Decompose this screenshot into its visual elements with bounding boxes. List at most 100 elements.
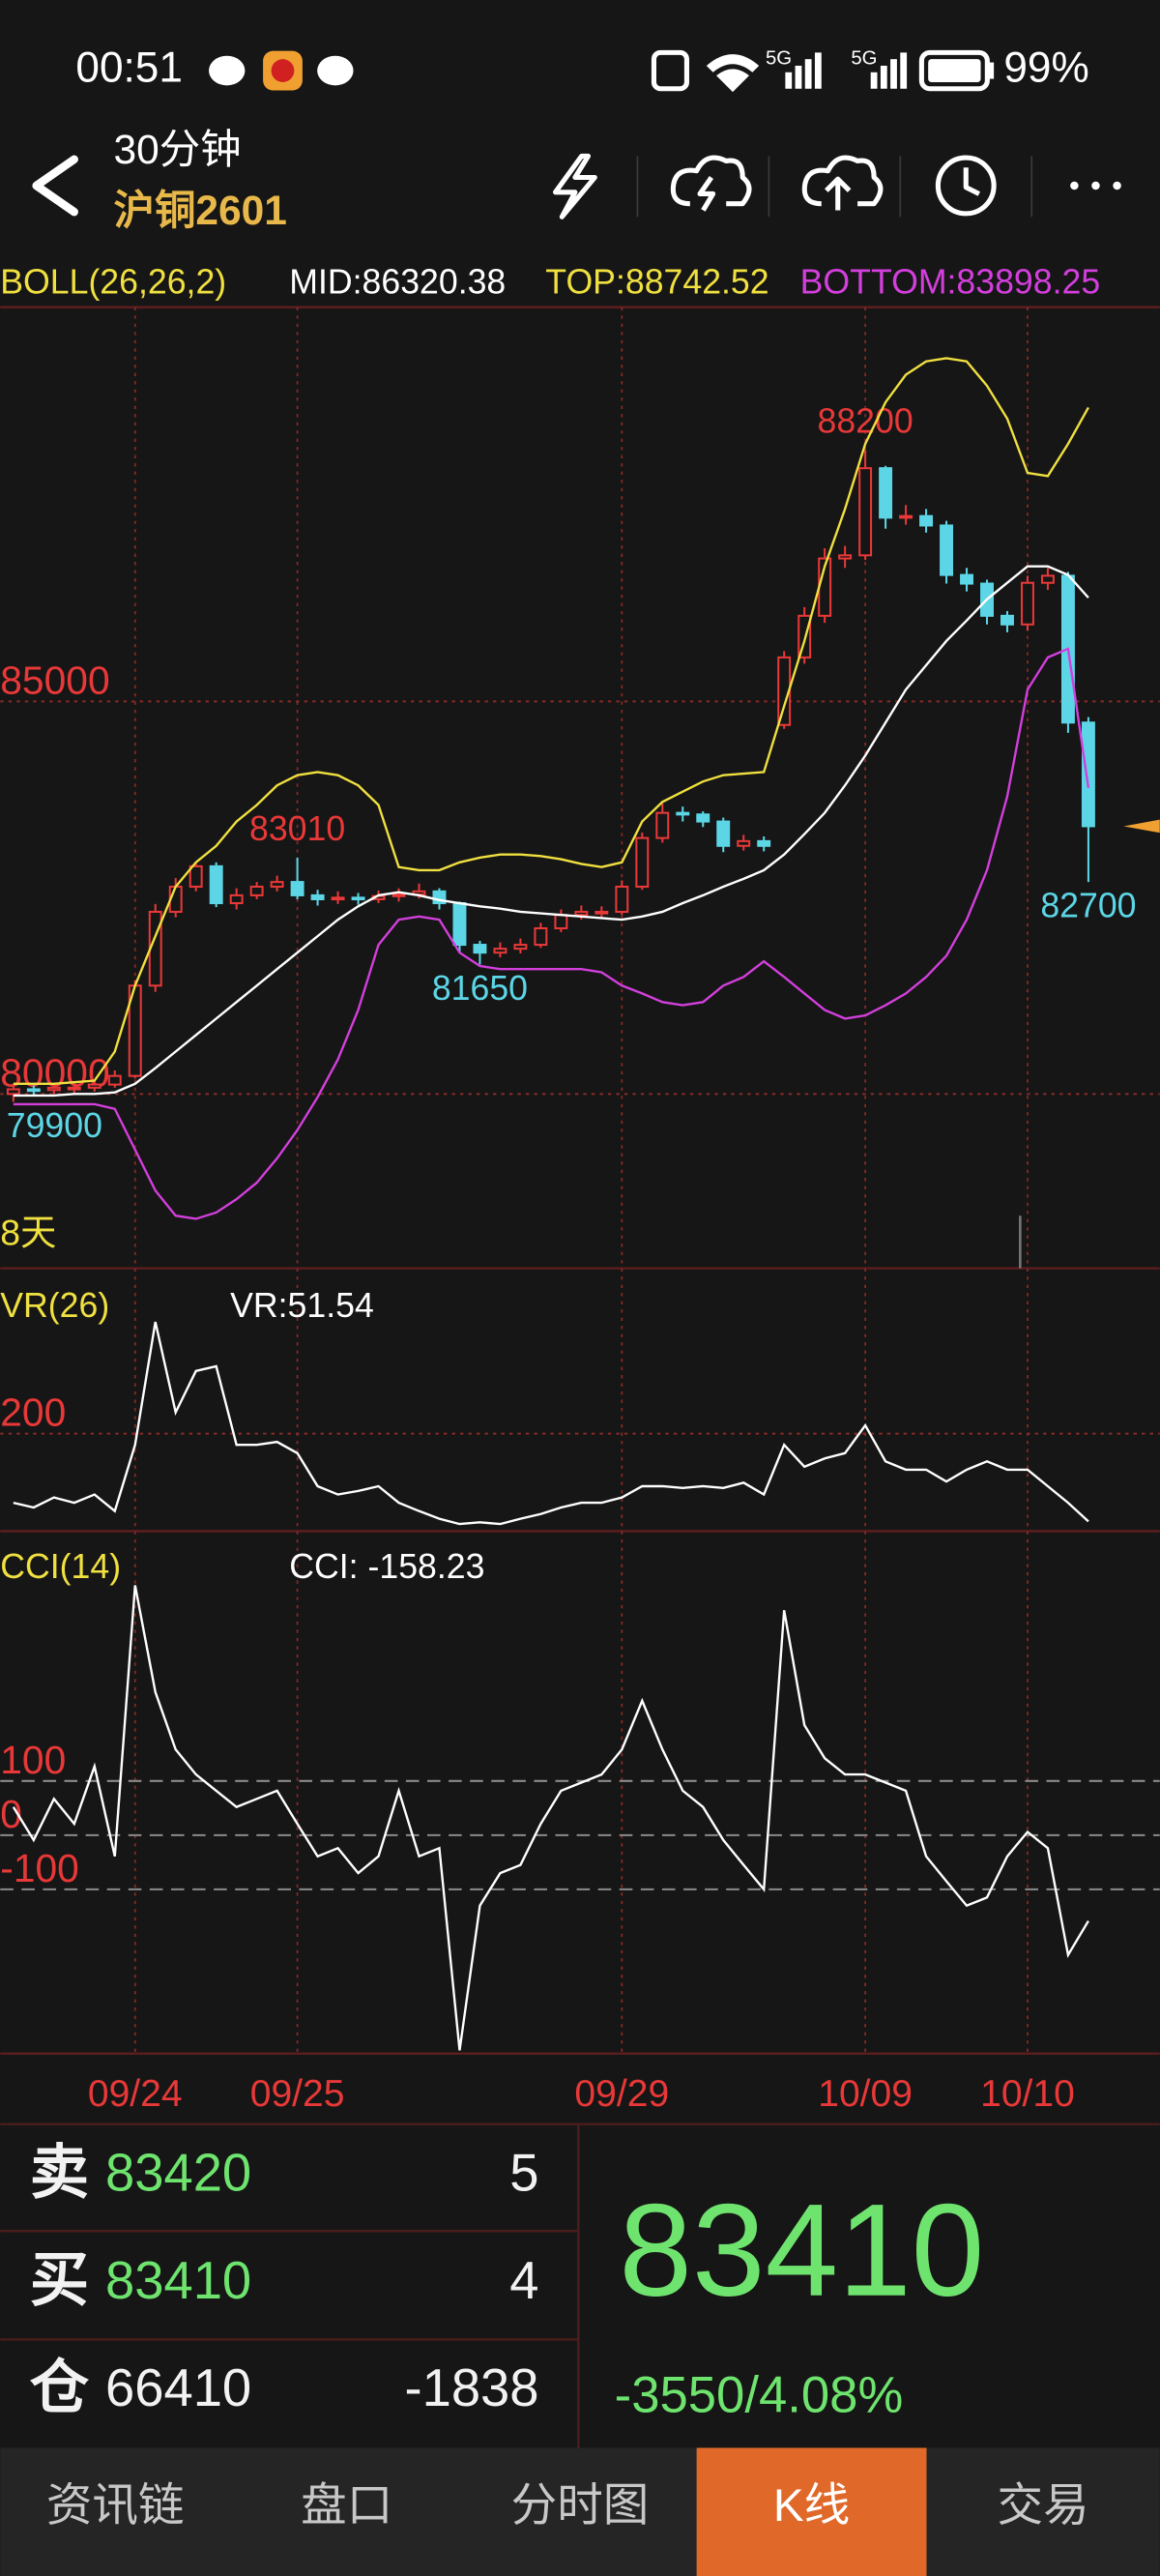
row-label: 买 [30, 2247, 89, 2313]
series-line [13, 1321, 1089, 1526]
price-change: -3550/4.08% [615, 2366, 904, 2423]
candle-body [392, 893, 406, 897]
status-icons [209, 49, 995, 93]
candle-body [1021, 581, 1034, 626]
tab[interactable]: K线 [773, 2480, 850, 2532]
x-tick-label: 09/24 [88, 2073, 183, 2115]
extreme-label: 88200 [818, 402, 914, 441]
row-volume: 4 [509, 2251, 538, 2310]
candle-body [473, 944, 487, 954]
legend-entry: VR:51.54 [230, 1286, 374, 1325]
network-label: 5G [766, 48, 792, 70]
candle-body [188, 864, 203, 888]
row-volume: -1838 [404, 2358, 538, 2417]
candle-body [858, 467, 873, 557]
row-label: 卖 [30, 2139, 89, 2205]
candle-body [310, 893, 325, 900]
candle-body [635, 836, 650, 888]
row-price: 66410 [105, 2358, 251, 2417]
candle-body [737, 839, 751, 847]
candle-body [838, 554, 853, 560]
y-tick-label: 200 [0, 1390, 66, 1435]
y-tick-label: -100 [0, 1846, 79, 1890]
candle-body [493, 948, 508, 954]
candle-body [87, 1083, 102, 1089]
candle-body [534, 926, 548, 947]
tab[interactable]: 分时图 [511, 2480, 650, 2532]
panel-borders [0, 306, 1160, 2055]
x-tick-label: 09/25 [250, 2073, 345, 2115]
legend-entry: TOP:88742.52 [545, 262, 768, 301]
extreme-label: 79900 [7, 1106, 102, 1145]
x-tick-label: 10/10 [980, 2073, 1075, 2115]
candle-body [6, 1088, 20, 1096]
series-line [13, 357, 1089, 1085]
last-price-marker [1123, 819, 1160, 834]
candle-body [574, 910, 589, 917]
series-line [13, 647, 1090, 1220]
quote: 卖 83420 5 买 83410 4 仓 66410 -1838 [30, 2139, 539, 2420]
candle-body [452, 902, 467, 947]
candle-body [1081, 721, 1095, 828]
more-button[interactable] [1070, 181, 1121, 190]
candle-body [513, 944, 528, 951]
candle-body [696, 813, 710, 823]
tabs: 资讯链 盘口 分时图 K线 交易 [46, 2447, 1089, 2576]
extreme-label: 82700 [1040, 887, 1136, 925]
candle-body [676, 811, 690, 816]
candle-body [940, 524, 954, 576]
extreme-label: 81650 [432, 969, 528, 1008]
legend-entry: MID:86320.38 [289, 262, 506, 301]
clock: 00:51 [75, 44, 183, 92]
legend-entry: CCI: -158.23 [289, 1547, 484, 1586]
back-button[interactable] [32, 155, 78, 217]
row-price: 83410 [105, 2251, 251, 2310]
row-volume: 5 [509, 2144, 538, 2203]
extreme-label: 83010 [249, 809, 345, 848]
indicator-title: VR(26) [0, 1286, 109, 1325]
tab[interactable]: 资讯链 [46, 2480, 185, 2532]
candle-body [919, 514, 934, 527]
legend-entry: BOTTOM:83898.25 [800, 262, 1101, 301]
charts: 09/24 09/25 09/29 10/09 10/10BOLL(26,26,2)80… [0, 262, 1160, 2115]
candle-body [615, 885, 629, 913]
candle-body [209, 864, 223, 905]
indicator-title: CCI(14) [0, 1547, 121, 1586]
candle-body [655, 811, 670, 839]
range-label: 8天 [0, 1213, 56, 1253]
tab[interactable]: 盘口 [301, 2480, 392, 2532]
y-tick-label: 85000 [0, 658, 109, 702]
network-label: 5G [851, 48, 877, 70]
x-tick-label: 10/09 [818, 2073, 913, 2115]
candle-body [879, 467, 893, 519]
candle-body [432, 890, 447, 905]
tab[interactable]: 交易 [998, 2480, 1089, 2532]
candle-body [331, 896, 345, 901]
x-tick-label: 09/29 [574, 2073, 669, 2115]
quote-borders [0, 2122, 1160, 2448]
candle-body [554, 914, 568, 930]
candle-body [107, 1074, 122, 1086]
candle-body [270, 881, 284, 888]
candle-body [290, 881, 304, 896]
candle-body [757, 839, 771, 847]
tab-bar [0, 2447, 1160, 2576]
candle-body [1040, 574, 1055, 584]
candle-body [899, 514, 914, 519]
last-price: 83410 [619, 2177, 984, 2324]
series-line [12, 1585, 1089, 2051]
y-tick-label: 0 [0, 1792, 22, 1836]
candle-body [716, 820, 731, 847]
row-price: 83420 [105, 2144, 251, 2203]
candle-body [229, 893, 244, 905]
period[interactable]: 30分钟 [113, 127, 241, 172]
toolbar-icons[interactable] [552, 153, 997, 220]
symbol[interactable]: 沪铜2601 [113, 188, 286, 233]
candle-body [67, 1086, 81, 1091]
candle-body [351, 896, 365, 901]
row-label: 仓 [30, 2355, 90, 2420]
y-tick-label: 100 [0, 1738, 66, 1782]
